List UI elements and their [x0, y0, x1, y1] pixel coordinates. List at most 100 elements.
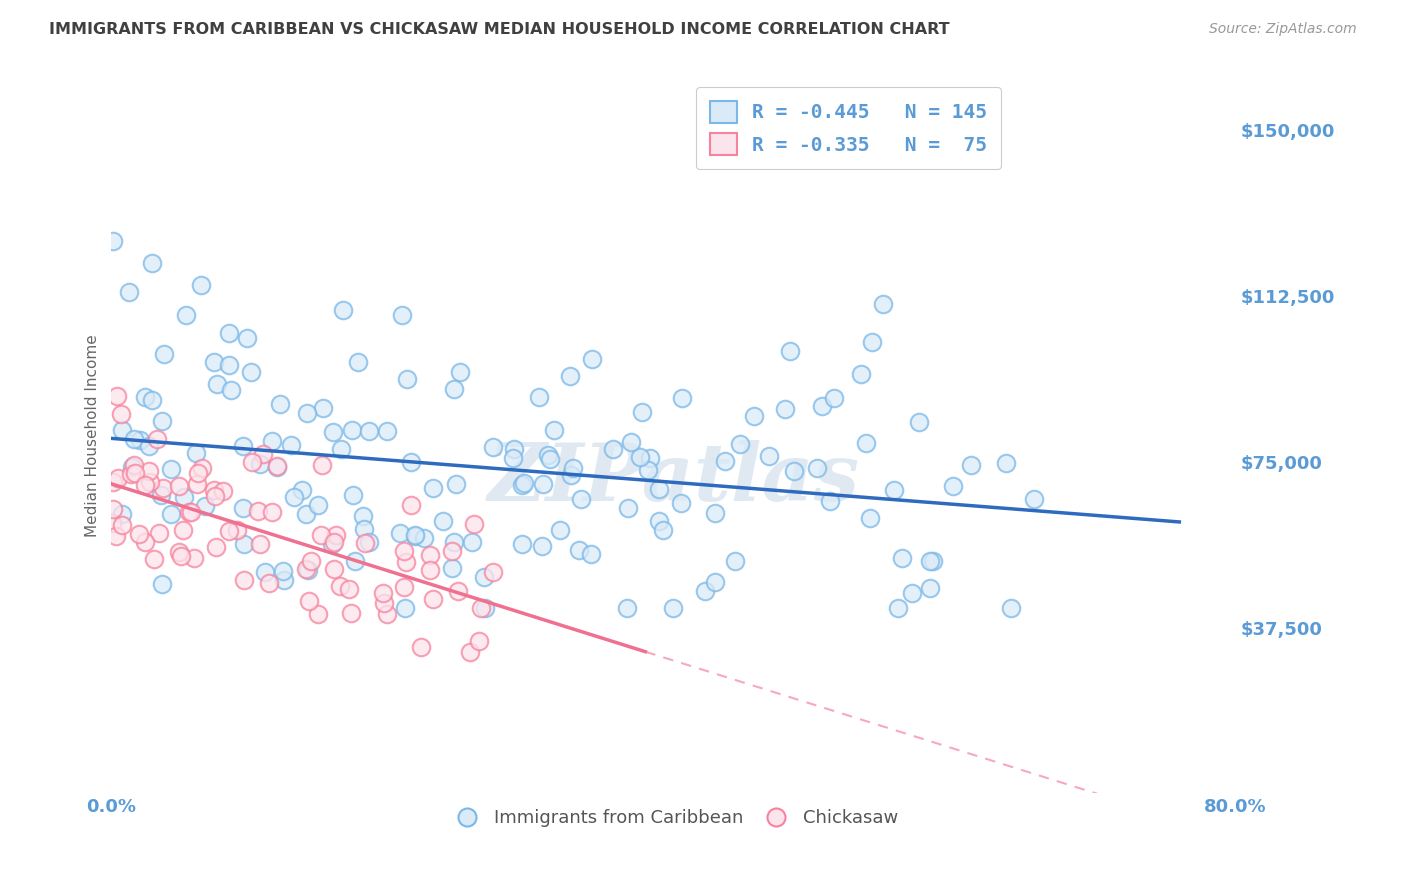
Point — [637, 462, 659, 476]
Point — [631, 405, 654, 419]
Point — [628, 450, 651, 465]
Point — [579, 547, 602, 561]
Point — [173, 490, 195, 504]
Point — [307, 607, 329, 621]
Point — [141, 256, 163, 270]
Point — [202, 483, 225, 498]
Point — [262, 434, 284, 449]
Point — [404, 529, 426, 543]
Point — [129, 433, 152, 447]
Point — [482, 565, 505, 579]
Point — [190, 278, 212, 293]
Point — [443, 382, 465, 396]
Point — [703, 574, 725, 589]
Text: ZIPatlas: ZIPatlas — [488, 440, 859, 517]
Point — [470, 601, 492, 615]
Point — [359, 534, 381, 549]
Point — [444, 477, 467, 491]
Point — [128, 527, 150, 541]
Point — [247, 504, 270, 518]
Point — [773, 401, 796, 416]
Point — [352, 509, 374, 524]
Point — [160, 508, 183, 522]
Point — [503, 442, 526, 457]
Point — [184, 446, 207, 460]
Point — [354, 536, 377, 550]
Point — [375, 425, 398, 439]
Point — [472, 569, 495, 583]
Point — [581, 351, 603, 366]
Point — [537, 448, 560, 462]
Point — [183, 550, 205, 565]
Point — [101, 516, 124, 530]
Point — [391, 308, 413, 322]
Point — [159, 462, 181, 476]
Point — [394, 580, 416, 594]
Point — [900, 586, 922, 600]
Point — [859, 511, 882, 525]
Point — [266, 459, 288, 474]
Point — [204, 489, 226, 503]
Point — [170, 549, 193, 564]
Point — [531, 476, 554, 491]
Legend: Immigrants from Caribbean, Chickasaw: Immigrants from Caribbean, Chickasaw — [441, 802, 905, 834]
Point — [502, 450, 524, 465]
Point — [713, 453, 735, 467]
Point — [218, 358, 240, 372]
Point — [419, 563, 441, 577]
Point — [232, 573, 254, 587]
Point — [262, 505, 284, 519]
Point — [806, 460, 828, 475]
Point — [399, 455, 422, 469]
Point — [271, 564, 294, 578]
Point — [394, 600, 416, 615]
Point — [249, 458, 271, 472]
Point — [922, 554, 945, 568]
Point — [225, 523, 247, 537]
Point — [458, 645, 481, 659]
Point — [141, 393, 163, 408]
Point — [322, 535, 344, 549]
Point — [529, 390, 551, 404]
Point — [134, 477, 156, 491]
Point — [562, 461, 585, 475]
Point — [138, 439, 160, 453]
Point — [172, 524, 194, 538]
Point — [152, 481, 174, 495]
Point — [121, 460, 143, 475]
Point — [918, 581, 941, 595]
Point — [375, 607, 398, 621]
Point — [531, 539, 554, 553]
Point — [728, 437, 751, 451]
Point — [959, 458, 981, 473]
Point — [295, 406, 318, 420]
Point — [620, 434, 643, 449]
Point — [297, 563, 319, 577]
Point — [1000, 600, 1022, 615]
Point — [266, 460, 288, 475]
Point — [294, 562, 316, 576]
Point — [357, 425, 380, 439]
Point — [647, 483, 669, 497]
Point — [232, 439, 254, 453]
Point — [291, 483, 314, 497]
Point — [150, 488, 173, 502]
Point — [343, 554, 366, 568]
Point — [538, 451, 561, 466]
Point — [942, 479, 965, 493]
Point — [449, 365, 471, 379]
Point — [180, 505, 202, 519]
Point — [321, 537, 343, 551]
Point — [174, 308, 197, 322]
Point — [548, 523, 571, 537]
Point — [758, 450, 780, 464]
Point — [148, 525, 170, 540]
Point — [107, 470, 129, 484]
Point — [413, 532, 436, 546]
Point — [648, 515, 671, 529]
Point — [779, 344, 801, 359]
Point — [311, 458, 333, 473]
Point — [218, 326, 240, 341]
Point — [307, 498, 329, 512]
Point — [252, 447, 274, 461]
